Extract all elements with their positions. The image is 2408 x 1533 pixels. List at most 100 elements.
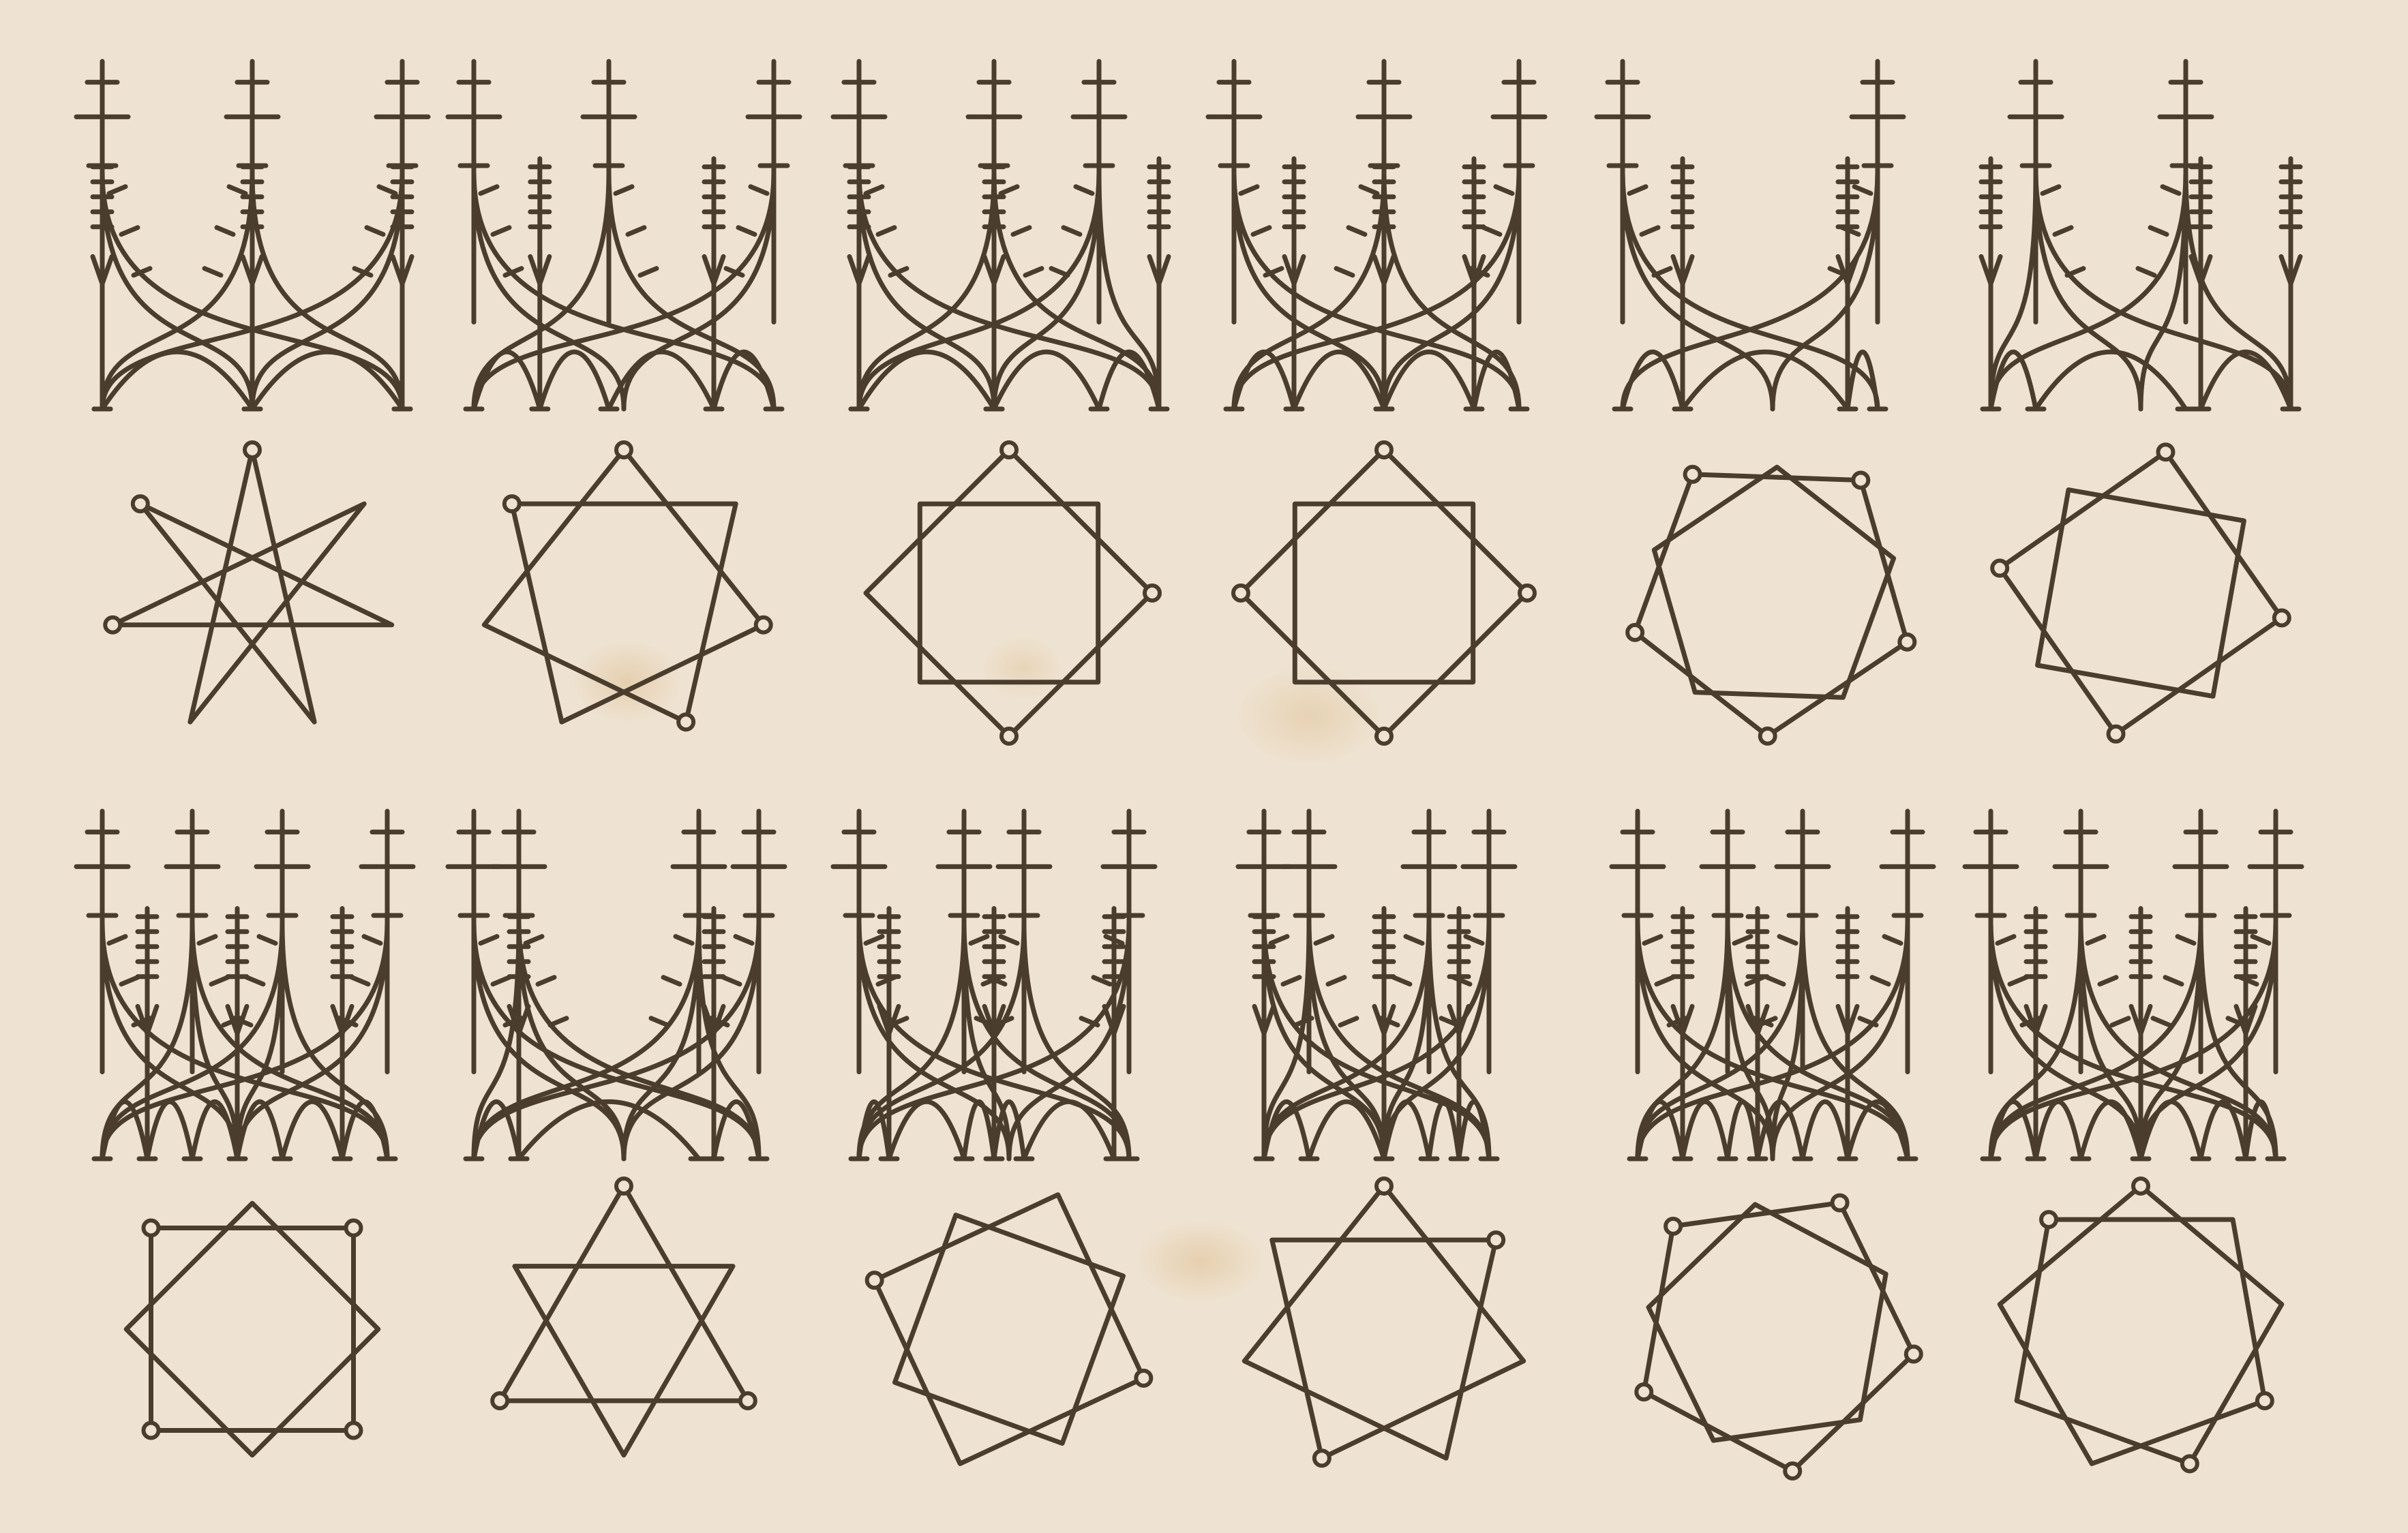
rib-tick (131, 266, 153, 278)
rib (856, 170, 997, 412)
rib-tick (648, 1016, 670, 1028)
rib-polygon (1997, 1183, 2285, 1466)
rib-tick (875, 975, 897, 987)
rib (516, 920, 627, 1162)
boss-ring (141, 1421, 161, 1440)
rib (235, 920, 285, 1162)
rib (471, 170, 777, 412)
capital (847, 247, 871, 286)
capital (240, 247, 265, 286)
boss-ring (676, 712, 696, 732)
star-plan-3 (863, 440, 1162, 746)
rib-tick (733, 934, 755, 946)
boss-ring (2039, 1210, 2059, 1230)
boss-ring (502, 494, 522, 514)
star-plan-2 (481, 440, 773, 732)
rib-tick (2109, 1016, 2131, 1028)
rib (235, 920, 390, 1162)
rib-tick (613, 184, 635, 196)
rib (2138, 920, 2203, 1162)
boss-ring (1134, 1368, 1154, 1388)
rib (1231, 170, 1522, 412)
rib-polygon (892, 1213, 1126, 1446)
rib-tick (888, 1016, 909, 1028)
base-arch (100, 349, 255, 412)
base-arch (2033, 1099, 2083, 1162)
rib (1635, 920, 1730, 1162)
boss-ring (1683, 464, 1702, 484)
rib (1770, 920, 1910, 1162)
boss-ring (614, 440, 633, 459)
rib-tick (1852, 184, 1873, 196)
boss-ring (1634, 1382, 1654, 1402)
rib-tick (106, 184, 128, 196)
base-arch (145, 1099, 195, 1162)
rib-tick (1439, 1016, 1460, 1028)
rib-tick (2019, 1016, 2041, 1028)
rib-polygon (1646, 1202, 1888, 1443)
rib-tick (1091, 975, 1113, 987)
rib-tick (625, 225, 647, 237)
rib-tick (478, 934, 500, 946)
boss-ring (344, 1218, 363, 1238)
base-arch (2078, 1099, 2143, 1162)
rib-tick (1469, 266, 1490, 278)
boss-ring (2255, 1391, 2274, 1410)
rib-tick (875, 225, 897, 237)
rib (856, 170, 1102, 412)
boss-ring (999, 440, 1019, 459)
base-arch (711, 1099, 762, 1162)
rib-tick (1493, 184, 1515, 196)
boss-ring (2131, 1177, 2150, 1196)
rib-tick (196, 934, 218, 946)
rib-tick (1338, 1016, 1359, 1028)
rib-polygon (1651, 464, 1897, 700)
rib (250, 170, 405, 412)
boss-ring (1897, 632, 1917, 652)
capital (1835, 997, 1860, 1036)
vault-elevation-1 (74, 59, 431, 412)
rib-tick (1654, 975, 1676, 987)
rib-tick (490, 225, 512, 237)
rib-tick (131, 1016, 153, 1028)
rib (1231, 170, 1387, 412)
base-arch (1845, 1099, 1910, 1162)
rib (1620, 170, 1880, 412)
rib-tick (2238, 975, 2259, 987)
capital (90, 247, 115, 286)
rib-tick (1463, 934, 1485, 946)
rib-tick (998, 934, 1020, 946)
rib-tick (244, 975, 266, 987)
rib-polygon (110, 447, 395, 725)
rib-tick (1764, 975, 1786, 987)
rib-tick (1334, 266, 1355, 278)
boss-ring (2156, 442, 2176, 462)
rib (991, 170, 1102, 412)
boss-ring (614, 1177, 633, 1196)
star-plan-4 (1231, 440, 1537, 746)
rib-tick (1651, 266, 1673, 278)
rib (471, 920, 762, 1162)
star-plan-1 (103, 440, 395, 725)
rib-polygon (1632, 472, 1910, 739)
base-arch (2138, 1099, 2203, 1162)
rib-tick (2064, 266, 2086, 278)
rib (1261, 920, 1492, 1162)
rib (856, 170, 1162, 412)
boss-ring (2106, 724, 2126, 744)
rib-tick (209, 975, 230, 987)
rib-tick (2097, 975, 2119, 987)
rib-tick (1642, 934, 1664, 946)
base-arch (537, 350, 612, 412)
rib-polygon (1292, 501, 1476, 685)
rib-tick (1627, 184, 1649, 196)
rib (190, 920, 240, 1162)
vault-elevation-11 (1609, 808, 1936, 1162)
base-arch (340, 1099, 390, 1162)
base-arch (1988, 349, 2038, 412)
rib (1725, 920, 1775, 1162)
base-arch (2243, 1099, 2278, 1162)
rib-tick (2007, 975, 2029, 987)
rib-tick (214, 225, 236, 237)
